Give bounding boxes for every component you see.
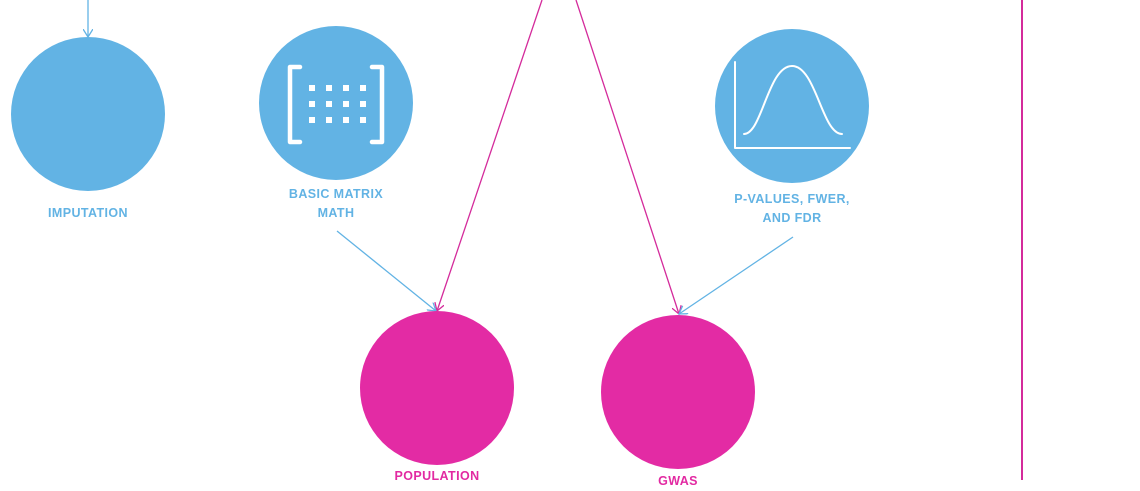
population-node[interactable]	[360, 311, 514, 465]
basic-matrix-math-label-line-2: MATH	[317, 206, 355, 220]
edge-top-to-gwas	[575, 0, 679, 314]
edge-pvalues-to-gwas	[679, 236, 794, 314]
normal-distribution-icon	[734, 61, 851, 149]
population-label-line-1: POPULATION	[394, 469, 480, 483]
imputation-node[interactable]	[11, 37, 165, 191]
p-values-label: P-VALUES, FWER, AND FDR	[702, 190, 882, 228]
p-values-label-line-2: AND FDR	[762, 211, 822, 225]
edge-top-to-population	[437, 0, 543, 311]
gwas-node[interactable]	[601, 315, 755, 469]
gwas-label: GWAS	[598, 472, 758, 491]
basic-matrix-math-label-line-1: BASIC MATRIX	[288, 187, 384, 201]
population-label: POPULATION	[357, 467, 517, 486]
imputation-label: IMPUTATION	[8, 204, 168, 223]
gwas-label-line-1: GWAS	[658, 474, 698, 488]
edge-matrix-to-population	[336, 230, 436, 311]
matrix-dots	[309, 85, 366, 123]
diagram-canvas	[11, 0, 1023, 480]
basic-matrix-math-label: BASIC MATRIX MATH	[256, 185, 416, 223]
basic-matrix-math-node[interactable]	[259, 26, 413, 180]
p-values-node[interactable]	[715, 29, 869, 183]
p-values-label-line-1: P-VALUES, FWER,	[734, 192, 850, 206]
imputation-label-line-1: IMPUTATION	[48, 206, 128, 220]
matrix-icon	[287, 64, 385, 145]
